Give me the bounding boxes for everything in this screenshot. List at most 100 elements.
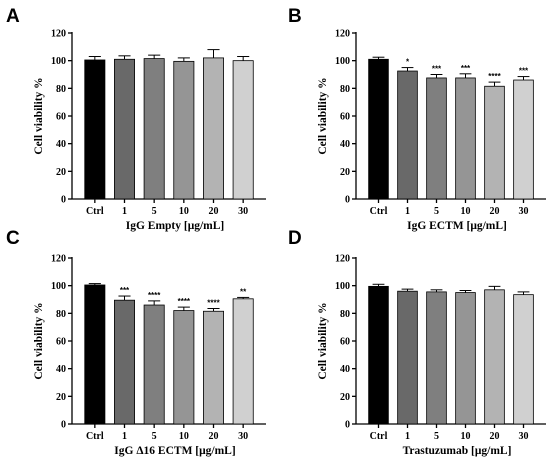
x-tick-label: 30	[238, 431, 248, 442]
x-tick-label: 10	[461, 206, 471, 217]
y-tick-label: 60	[56, 112, 66, 123]
bar-ctrl	[84, 284, 106, 425]
bar-5	[143, 304, 165, 425]
x-tick-label: 20	[209, 431, 219, 442]
y-tick-label: 80	[56, 309, 66, 320]
y-tick-label: 100	[51, 56, 66, 67]
significance-label: ***	[519, 67, 529, 76]
x-tick-label: 30	[238, 206, 248, 217]
y-tick-label: 20	[340, 392, 350, 403]
bar-5	[143, 58, 165, 200]
x-axis-title: Trastuzumab [μg/mL]	[403, 445, 512, 457]
bar-10	[455, 77, 476, 200]
x-tick-label: 10	[461, 431, 471, 442]
bar-30	[232, 298, 254, 425]
significance-label: ****	[178, 297, 191, 306]
y-tick-label: 40	[56, 139, 66, 150]
y-tick-label: 0	[61, 420, 66, 431]
panel-letter: D	[288, 228, 302, 249]
y-tick-label: 100	[51, 281, 66, 292]
bar-20	[484, 289, 505, 425]
panel-letter: B	[288, 6, 302, 27]
x-tick-label: Ctrl	[370, 206, 388, 217]
y-axis-title: Cell viability %	[33, 77, 45, 154]
y-tick-label: 40	[340, 139, 350, 150]
y-tick-label: 60	[340, 112, 350, 123]
y-tick-label: 80	[56, 84, 66, 95]
x-tick-label: 30	[519, 431, 529, 442]
x-tick-label: 20	[490, 206, 500, 217]
y-tick-label: 80	[340, 84, 350, 95]
y-tick-label: 100	[335, 56, 350, 67]
bar-10	[173, 310, 195, 425]
y-tick-label: 0	[61, 195, 66, 206]
significance-label: ***	[120, 286, 130, 295]
x-tick-label: Ctrl	[86, 431, 104, 442]
y-axis-title: Cell viability %	[33, 302, 45, 379]
chart-panel-a: A 0 20 40 60 80 100 120 Cell viability % Ctrl 1 5 10…	[6, 6, 266, 232]
x-tick-label: 1	[405, 206, 410, 217]
x-tick-label: 30	[519, 206, 529, 217]
x-tick-label: 20	[490, 431, 500, 442]
x-tick-label: 10	[179, 206, 189, 217]
y-tick-label: 20	[340, 167, 350, 178]
significance-label: ****	[207, 298, 220, 307]
y-axis-title: Cell viability %	[317, 302, 329, 379]
x-tick-label: 5	[434, 431, 439, 442]
bar-30	[232, 60, 254, 200]
bar-30	[513, 79, 534, 200]
significance-label: *	[406, 58, 410, 67]
bar-20	[203, 310, 224, 425]
significance-label: ***	[432, 65, 442, 74]
bar-1	[114, 58, 135, 200]
y-tick-label: 120	[335, 29, 350, 40]
bar-1	[114, 299, 135, 425]
y-tick-label: 40	[56, 364, 66, 375]
y-tick-label: 60	[56, 337, 66, 348]
x-tick-label: 1	[405, 431, 410, 442]
y-tick-label: 60	[340, 337, 350, 348]
y-tick-label: 120	[335, 254, 350, 265]
bar-1	[397, 290, 418, 425]
significance-label: ****	[148, 291, 161, 300]
y-tick-label: 0	[345, 420, 350, 431]
bar-ctrl	[368, 58, 389, 200]
chart-panel-d: D 0 20 40 60 80 100 120 Cell viability % Ctrl 1 5 10…	[288, 228, 546, 457]
bar-30	[513, 294, 534, 425]
y-tick-label: 100	[335, 281, 350, 292]
significance-label: ****	[488, 72, 501, 81]
bar-10	[173, 60, 195, 200]
bar-20	[203, 57, 224, 200]
bar-20	[484, 85, 505, 200]
x-tick-label: Ctrl	[370, 431, 388, 442]
y-tick-label: 0	[345, 195, 350, 206]
x-axis-title: IgG Δ16 ECTM [μg/mL]	[114, 445, 235, 457]
y-axis-title: Cell viability %	[317, 77, 329, 154]
x-axis-title: IgG ECTM [μg/mL]	[407, 220, 507, 232]
bar-5	[426, 77, 447, 200]
x-axis-title: IgG Empty [μg/mL]	[126, 220, 225, 232]
x-tick-label: Ctrl	[86, 206, 104, 217]
significance-label: **	[240, 287, 247, 296]
significance-label: ***	[461, 64, 471, 73]
y-tick-label: 20	[56, 167, 66, 178]
y-tick-label: 120	[51, 254, 66, 265]
x-tick-label: 5	[434, 206, 439, 217]
x-tick-label: 5	[152, 431, 157, 442]
x-tick-label: 5	[152, 206, 157, 217]
y-tick-label: 20	[56, 392, 66, 403]
y-tick-label: 40	[340, 364, 350, 375]
panel-letter: C	[6, 228, 20, 249]
bar-ctrl	[84, 59, 106, 200]
bar-ctrl	[368, 285, 389, 425]
x-tick-label: 1	[122, 206, 127, 217]
x-tick-label: 10	[179, 431, 189, 442]
x-tick-label: 20	[209, 206, 219, 217]
y-tick-label: 80	[340, 309, 350, 320]
bar-5	[426, 291, 447, 425]
x-tick-label: 1	[122, 431, 127, 442]
y-tick-label: 120	[51, 29, 66, 40]
chart-panel-b: B 0 20 40 60 80 100 120 Cell viability % Ctrl 1 * 5 *…	[288, 6, 546, 232]
